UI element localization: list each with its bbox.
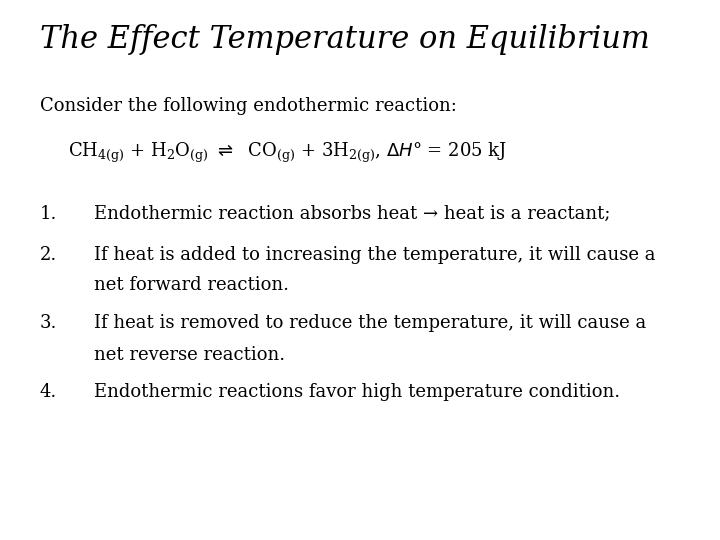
Text: net forward reaction.: net forward reaction. [94, 276, 289, 294]
Text: Endothermic reaction absorbs heat → heat is a reactant;: Endothermic reaction absorbs heat → heat… [94, 205, 610, 223]
Text: The Effect Temperature on Equilibrium: The Effect Temperature on Equilibrium [40, 24, 649, 55]
Text: 1.: 1. [40, 205, 57, 223]
Text: Consider the following endothermic reaction:: Consider the following endothermic react… [40, 97, 456, 115]
Text: net reverse reaction.: net reverse reaction. [94, 346, 284, 363]
Text: Endothermic reactions favor high temperature condition.: Endothermic reactions favor high tempera… [94, 383, 620, 401]
Text: $\mathregular{CH_{4(g)}}$ + $\mathregular{H_2O_{(g)}}$ $\rightleftharpoons$  $\m: $\mathregular{CH_{4(g)}}$ + $\mathregula… [68, 140, 508, 165]
Text: 3.: 3. [40, 314, 57, 332]
Text: If heat is removed to reduce the temperature, it will cause a: If heat is removed to reduce the tempera… [94, 314, 646, 332]
Text: If heat is added to increasing the temperature, it will cause a: If heat is added to increasing the tempe… [94, 246, 655, 264]
Text: 2.: 2. [40, 246, 57, 264]
Text: 4.: 4. [40, 383, 57, 401]
